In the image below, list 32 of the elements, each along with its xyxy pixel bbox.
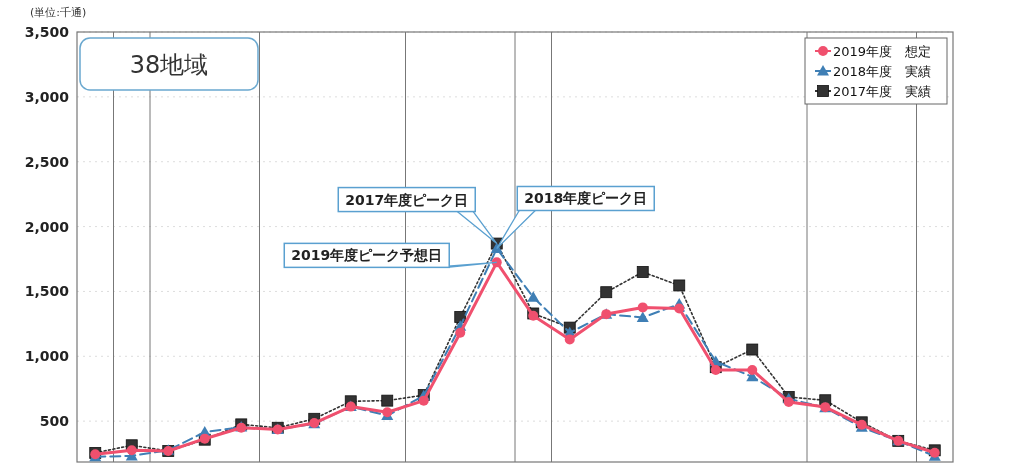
- y-tick-label: 3,500: [24, 24, 70, 40]
- point: [636, 266, 649, 278]
- annotation: 38地域: [129, 51, 209, 79]
- point: [710, 365, 721, 376]
- point: [600, 286, 613, 299]
- y-tick-label: 1,000: [24, 348, 70, 365]
- y-tick-label: 1,500: [24, 283, 70, 300]
- legend-label: 2017年度 実績: [833, 84, 932, 99]
- legend-label: 2019年度 想定: [833, 44, 932, 59]
- point: [637, 302, 648, 313]
- point: [527, 291, 540, 302]
- point: [674, 303, 685, 314]
- y-tick-label: 2,500: [24, 153, 70, 170]
- annotation: 2019年度ピーク予想日: [291, 247, 443, 264]
- point: [564, 334, 575, 345]
- y-tick-label: 2,000: [24, 218, 70, 235]
- y-axis-title: (単位:千通): [30, 6, 87, 19]
- point: [418, 395, 429, 406]
- y-tick-label: 500: [39, 413, 70, 430]
- point: [126, 445, 137, 456]
- annotation: 2018年度ピーク日: [524, 190, 648, 207]
- point: [636, 311, 649, 322]
- point: [783, 397, 794, 408]
- point: [747, 365, 758, 376]
- point: [491, 257, 502, 268]
- point: [455, 327, 466, 338]
- legend-label: 2018年度 実績: [833, 64, 932, 79]
- point: [746, 343, 759, 356]
- point: [381, 394, 394, 407]
- y-tick-label: 3,000: [24, 88, 70, 105]
- point: [673, 279, 686, 292]
- annotation: 2017年度ピーク日: [345, 191, 469, 208]
